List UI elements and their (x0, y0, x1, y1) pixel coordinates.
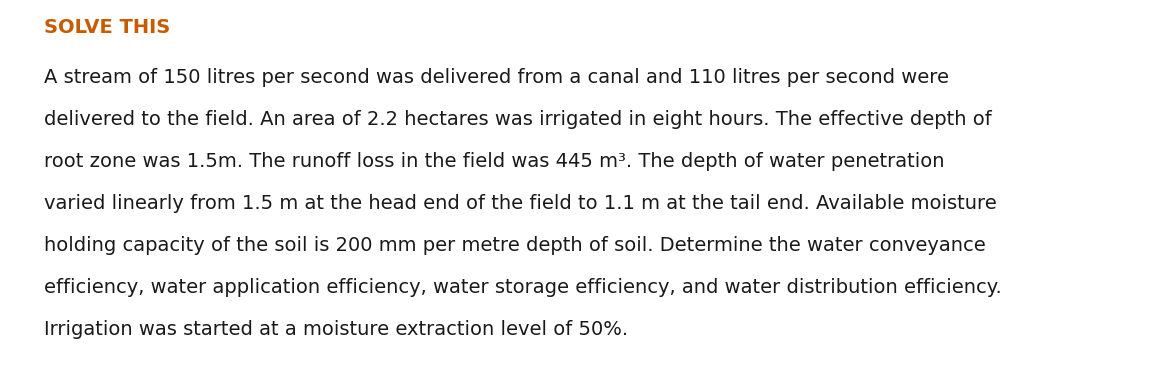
Text: varied linearly from 1.5 m at the head end of the field to 1.1 m at the tail end: varied linearly from 1.5 m at the head e… (44, 194, 997, 213)
Text: delivered to the field. An area of 2.2 hectares was irrigated in eight hours. Th: delivered to the field. An area of 2.2 h… (44, 110, 992, 129)
Text: holding capacity of the soil is 200 mm per metre depth of soil. Determine the wa: holding capacity of the soil is 200 mm p… (44, 236, 986, 255)
Text: A stream of 150 litres per second was delivered from a canal and 110 litres per : A stream of 150 litres per second was de… (44, 68, 949, 87)
Text: SOLVE THIS: SOLVE THIS (44, 18, 171, 37)
Text: Irrigation was started at a moisture extraction level of 50%.: Irrigation was started at a moisture ext… (44, 320, 628, 339)
Text: efficiency, water application efficiency, water storage efficiency, and water di: efficiency, water application efficiency… (44, 278, 1002, 297)
Text: root zone was 1.5m. The runoff loss in the field was 445 m³. The depth of water : root zone was 1.5m. The runoff loss in t… (44, 152, 944, 171)
